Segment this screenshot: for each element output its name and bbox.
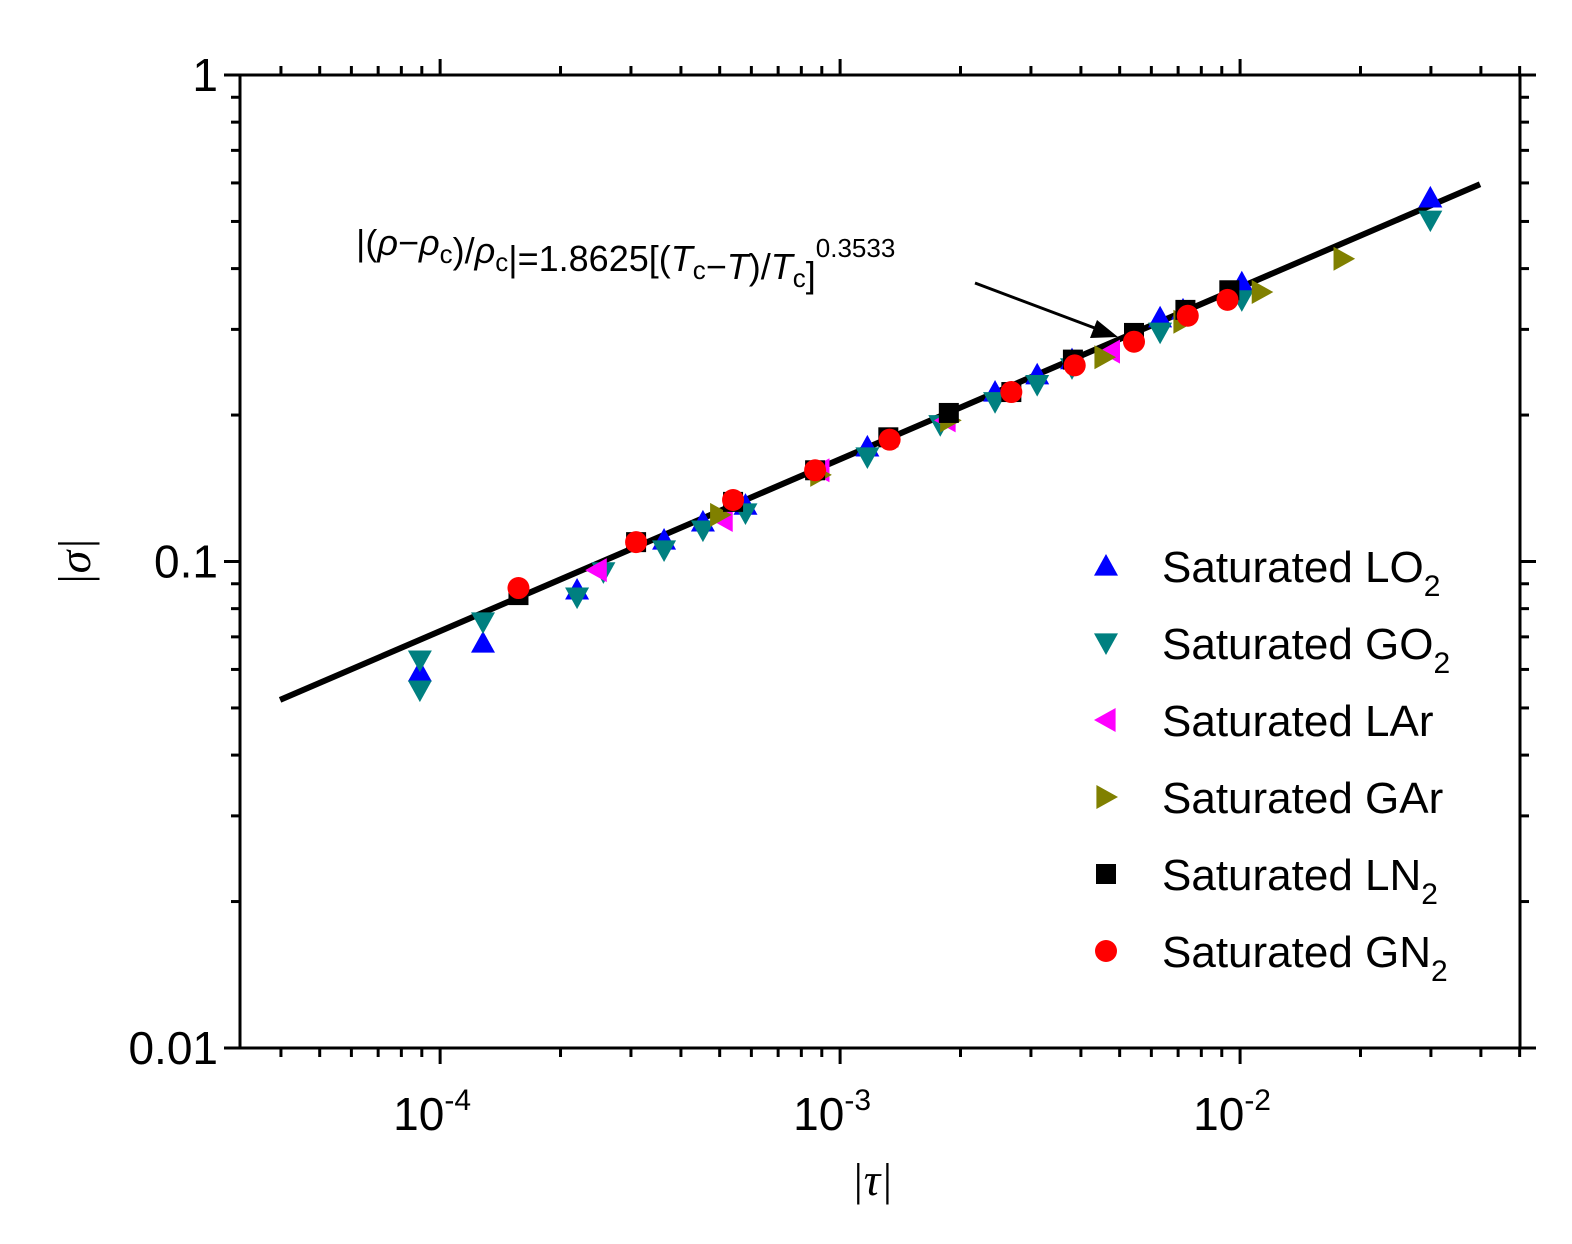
legend-label: Saturated LAr [1162, 697, 1434, 746]
data-point [1094, 345, 1117, 370]
annotation-segment: ρ [474, 230, 496, 271]
data-point [690, 520, 715, 543]
data-point [1063, 354, 1086, 377]
data-point [470, 630, 495, 653]
data-point [585, 558, 607, 583]
data-point [1123, 330, 1146, 353]
annotation-arrow [974, 281, 1101, 332]
data-point [407, 680, 432, 703]
legend-marker [1096, 864, 1116, 884]
legend-marker [1096, 785, 1118, 809]
x-tick-label: 10-3 [793, 1084, 871, 1140]
legend-label: Saturated LN2 [1162, 851, 1438, 911]
annotation-segment: − [706, 246, 727, 287]
legend-label: Saturated GN2 [1162, 928, 1448, 988]
data-point [983, 392, 1008, 414]
x-tick-label: 10-4 [393, 1084, 471, 1140]
data-point [1176, 304, 1199, 327]
legend-marker [1094, 708, 1116, 732]
data-point [1148, 322, 1173, 345]
annotation-segment: )/ [453, 230, 475, 271]
data-point [938, 402, 959, 423]
legend: Saturated LO2 Saturated GO2 Saturated LAr S… [1094, 543, 1450, 988]
y-tick-label: 0.1 [154, 536, 218, 588]
y-tick-label: 1 [192, 49, 218, 101]
annotation-segment: T [727, 246, 752, 287]
data-point [804, 459, 827, 482]
legend-label: Saturated LO2 [1162, 543, 1440, 603]
data-point [1418, 210, 1443, 233]
annotation-segment: c [440, 239, 453, 269]
data-point [710, 502, 732, 527]
data-points [407, 185, 1443, 703]
annotation-segment: T [771, 246, 796, 287]
annotation-segment: ρ [418, 222, 440, 263]
axis-ticks [224, 59, 1536, 1064]
annotation-segment: ] [806, 254, 816, 295]
fit-equation-annotation: |(ρ−ρc)/ρc|=1.8625[(Tc−T)/Tc]0.3533 [356, 222, 895, 295]
annotation-segment: c [495, 247, 508, 277]
data-point [1000, 381, 1023, 404]
data-point [722, 488, 745, 511]
series-saturated-gn2 [507, 288, 1239, 600]
data-point [1216, 288, 1239, 311]
data-point [855, 447, 880, 469]
legend-marker [1094, 554, 1118, 576]
annotation-segment: c [693, 255, 706, 285]
legend-marker [1095, 940, 1117, 962]
annotation-segment: − [398, 222, 419, 263]
data-point [1251, 280, 1274, 305]
data-point [1333, 246, 1356, 271]
data-point [565, 587, 590, 610]
annotation-segment: )/ [749, 246, 771, 287]
annotation-segment: 0.3533 [816, 233, 896, 263]
x-axis-label: |τ| [851, 1154, 893, 1205]
annotation-segment: T [671, 238, 696, 279]
legend-label: Saturated GO2 [1162, 620, 1450, 680]
annotation-segment: c [793, 263, 806, 293]
annotation-segment: |( [356, 222, 377, 263]
annotation-segment: |=1.8625[( [508, 238, 670, 279]
annotation-arrowhead [1090, 320, 1118, 338]
y-tick-label: 0.01 [128, 1022, 218, 1074]
legend-label: Saturated GAr [1162, 774, 1443, 823]
tick-labels: 1 0.1 0.01 10-4 10-3 10-2 [128, 49, 1271, 1140]
data-point [878, 428, 901, 451]
data-point [507, 577, 530, 600]
data-point [625, 531, 648, 554]
data-point [1025, 375, 1050, 397]
data-point [1148, 305, 1173, 328]
x-tick-label: 10-2 [1193, 1084, 1271, 1140]
data-point [1418, 185, 1443, 208]
legend-marker [1094, 633, 1118, 655]
data-point [407, 650, 432, 673]
data-point [470, 612, 495, 635]
data-point [652, 540, 677, 562]
y-axis-label: |σ| [49, 538, 100, 586]
annotation-segment: ρ [376, 222, 398, 263]
